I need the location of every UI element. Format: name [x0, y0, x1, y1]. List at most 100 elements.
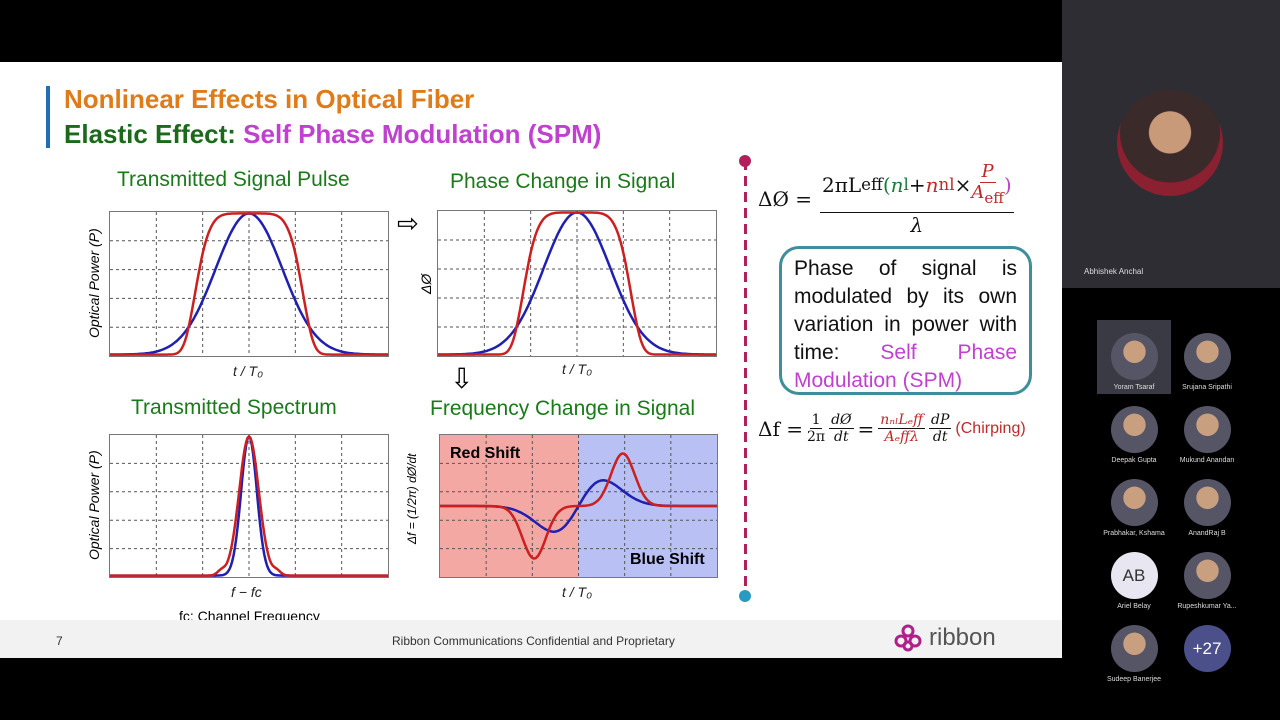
overflow-count: +27 — [1183, 625, 1231, 672]
chirp-equation: Δf = 1 2π dØ dt = nₙₗLₑff Aₑffλ dP dt (Chirp… — [758, 412, 1026, 445]
box-highlight: Self Phase Modulation (SPM) — [794, 341, 1017, 392]
eq2-eq: = — [857, 416, 875, 441]
eq1-nl: n — [890, 172, 904, 197]
title-accent-bar — [46, 86, 50, 148]
eq1-close: ) — [1003, 172, 1012, 197]
plot3-title: Transmitted Spectrum — [131, 396, 337, 419]
eq1-lsub: l — [903, 175, 909, 195]
participant-avatar — [1110, 333, 1158, 380]
participant-tile[interactable]: Mukund Anandan — [1162, 406, 1252, 464]
participant-name: Deepak Gupta — [1111, 457, 1157, 464]
red-shift-label: Red Shift — [450, 445, 521, 462]
participant-tile[interactable]: AB Ariel Belay — [1089, 552, 1179, 610]
participant-name: Yoram Tsaraf — [1113, 384, 1155, 391]
slide-footer — [0, 620, 1062, 658]
phase-supergaussian-curve — [438, 211, 716, 356]
more-participants-button[interactable]: +27 — [1162, 625, 1252, 676]
eq2-f2n: dØ — [829, 412, 854, 429]
plot2-title: Phase Change in Signal — [450, 170, 676, 193]
plot4-ylabel: Δf = (1/2π) dØ/dt — [405, 453, 419, 544]
speaker-avatar — [1117, 90, 1223, 196]
participant-tile[interactable]: Prabhakar, Kshama — [1089, 479, 1179, 537]
participant-name: Rupeshkumar Ya... — [1177, 603, 1237, 610]
participant-name: Sudeep Banerjee — [1106, 676, 1162, 683]
slide-title: Nonlinear Effects in Optical Fiber — [64, 84, 475, 114]
plot4-xlabel: t / T₀ — [562, 584, 593, 600]
spectrum-blue-curve — [110, 435, 388, 577]
logo-text: ribbon — [929, 624, 996, 651]
participant-name: Srujana Sripathi — [1182, 384, 1232, 391]
eq2-f1d: 2π — [806, 429, 826, 445]
eq1-lhs: ΔØ = — [758, 187, 812, 212]
chirping-label: (Chirping) — [955, 419, 1026, 437]
plot-phase-change — [437, 210, 717, 357]
speaker-name: Abhishek Anchal — [1084, 267, 1144, 276]
participant-avatar — [1183, 406, 1231, 453]
participant-avatar — [1110, 479, 1158, 526]
eq1-nlsub: nl — [938, 175, 955, 195]
spectrum-red-curve — [110, 435, 388, 577]
eq1-nnl: n — [925, 172, 939, 197]
participant-avatar — [1183, 479, 1231, 526]
box-text: Phase of signal is modulated by its own … — [794, 257, 1017, 364]
participant-avatar — [1183, 552, 1231, 599]
eq1-2piL: 2πL — [821, 172, 862, 197]
timeline-bottom-dot — [739, 590, 751, 602]
confidential-notice: Ribbon Communications Confidential and P… — [392, 634, 675, 648]
eq1-Asub: eff — [984, 188, 1004, 207]
participant-name: Ariel Belay — [1117, 603, 1151, 610]
subtitle-prefix: Elastic Effect: — [64, 119, 244, 149]
slide-number: 7 — [56, 634, 63, 648]
plot2-ylabel: ΔØ — [418, 273, 434, 294]
eq2-f2d: dt — [834, 429, 849, 445]
plot-transmitted-spectrum — [109, 434, 389, 578]
arrow-right-icon: ⇨ — [397, 208, 419, 238]
plot1-xlabel: t / T₀ — [233, 363, 264, 379]
eq1-plus: + — [908, 172, 926, 197]
plot1-ylabel: Optical Power (P) — [86, 228, 102, 338]
eq2-f3n: nₙₗLₑff — [878, 412, 926, 429]
participant-tile[interactable]: Sudeep Banerjee — [1089, 625, 1179, 683]
participant-name: Mukund Anandan — [1179, 457, 1235, 464]
plot4-title: Frequency Change in Signal — [430, 397, 696, 420]
plot-frequency-change: Red Shift Blue Shift — [439, 434, 718, 578]
participant-avatar: AB — [1110, 552, 1158, 599]
blue-shift-label: Blue Shift — [630, 551, 705, 568]
arrow-down-icon: ⇩ — [450, 363, 474, 394]
participant-avatar — [1110, 406, 1158, 453]
participant-name: Prabhakar, Kshama — [1103, 530, 1165, 537]
plot3-xlabel: f − fᴄ — [231, 584, 262, 600]
eq2-f4n: dP — [929, 412, 952, 429]
spm-definition-box: Phase of signal is modulated by its own … — [779, 246, 1032, 395]
participant-tile[interactable]: Rupeshkumar Ya... — [1162, 552, 1252, 610]
eq1-open: ( — [882, 172, 891, 197]
eq1-lambda: λ — [910, 212, 924, 237]
timeline-divider — [744, 160, 747, 596]
supergaussian-pulse-curve — [110, 212, 388, 356]
participant-tile[interactable]: Deepak Gupta — [1089, 406, 1179, 464]
participant-avatar — [1110, 625, 1158, 672]
eq2-f3d: Aₑffλ — [884, 429, 919, 445]
plot-transmitted-pulse — [109, 211, 389, 357]
eq1-eff: eff — [861, 175, 883, 195]
eq1-A: A — [971, 182, 985, 203]
ribbon-logo: ribbon — [893, 622, 996, 654]
plot2-xlabel: t / T₀ — [562, 361, 593, 377]
timeline-top-dot — [739, 155, 751, 167]
slide-subtitle: Elastic Effect: Self Phase Modulation (S… — [64, 119, 601, 150]
chirp-supergaussian-curve — [440, 452, 717, 560]
participant-avatar — [1183, 333, 1231, 380]
shared-slide: Nonlinear Effects in Optical Fiber Elast… — [0, 62, 1062, 658]
eq2-f4d: dt — [932, 429, 948, 445]
plot1-title: Transmitted Signal Pulse — [117, 168, 350, 191]
participant-tile[interactable]: Yoram Tsaraf — [1089, 333, 1179, 391]
participant-tile[interactable]: Srujana Sripathi — [1162, 333, 1252, 391]
eq1-times: × — [954, 172, 972, 197]
subtitle-spm: Self Phase Modulation (SPM) — [243, 119, 602, 149]
participant-name: AnandRaj B — [1188, 530, 1226, 537]
eq2-lhs: Δf = — [758, 416, 803, 441]
participant-tile[interactable]: AnandRaj B — [1162, 479, 1252, 537]
ribbon-logo-icon — [894, 624, 922, 652]
eq1-P: P — [979, 161, 996, 183]
